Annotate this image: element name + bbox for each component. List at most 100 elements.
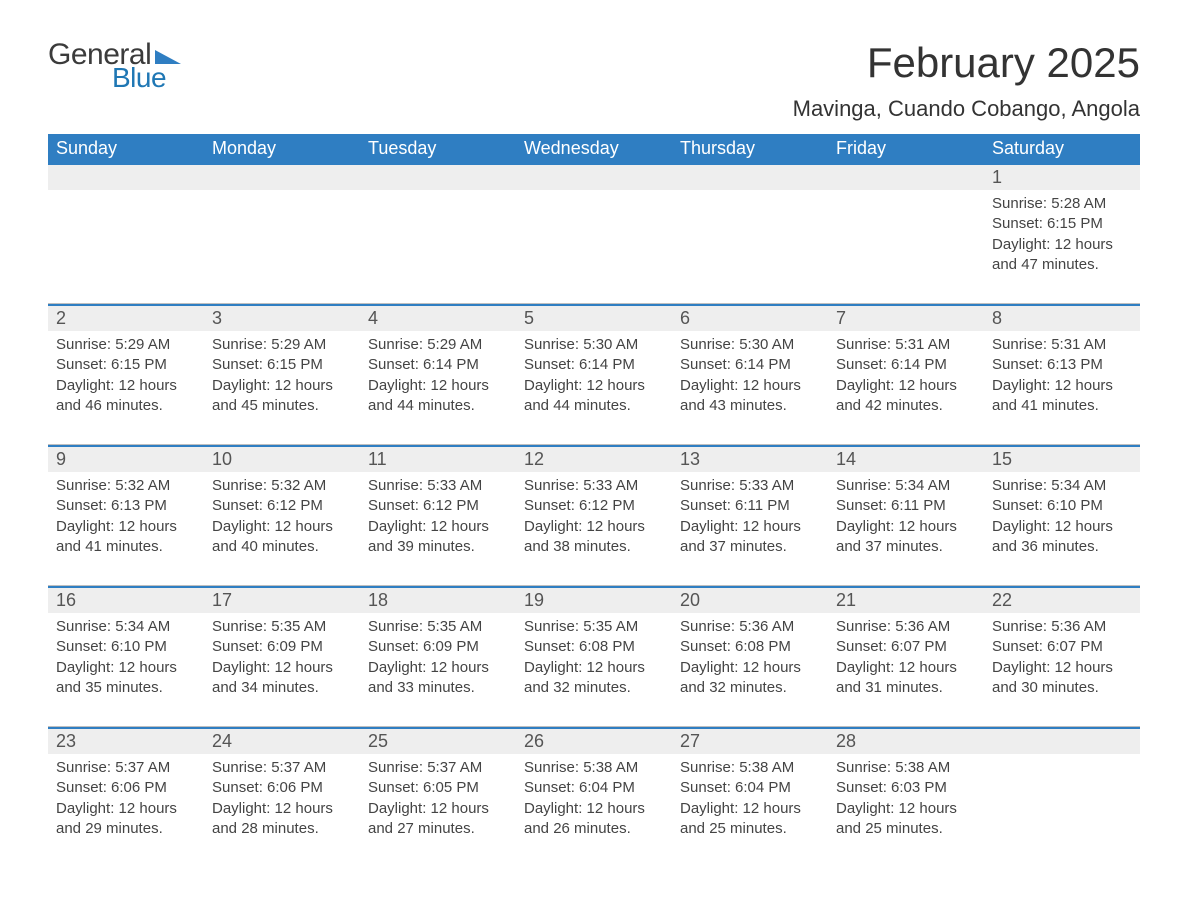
day-detail-line: Daylight: 12 hours — [680, 376, 820, 396]
day-detail-line: Sunrise: 5:29 AM — [212, 335, 352, 355]
day-number: 6 — [672, 306, 828, 331]
day-detail: Sunrise: 5:31 AMSunset: 6:14 PMDaylight:… — [828, 331, 984, 444]
day-detail-line: Sunset: 6:14 PM — [836, 355, 976, 375]
day-detail: Sunrise: 5:38 AMSunset: 6:03 PMDaylight:… — [828, 754, 984, 851]
week-daynum-row: 232425262728 — [48, 727, 1140, 754]
day-number: 13 — [672, 447, 828, 472]
day-detail-line: Daylight: 12 hours — [680, 658, 820, 678]
day-detail-line: Sunrise: 5:38 AM — [836, 758, 976, 778]
day-detail-line: Daylight: 12 hours — [992, 658, 1132, 678]
day-detail-line: Sunrise: 5:35 AM — [368, 617, 508, 637]
day-detail-line: and 26 minutes. — [524, 819, 664, 839]
brand-logo: General Blue — [48, 40, 181, 92]
day-detail-line: Daylight: 12 hours — [56, 517, 196, 537]
weekday-header: Wednesday — [516, 134, 672, 165]
day-detail-line: Daylight: 12 hours — [680, 799, 820, 819]
day-number — [672, 165, 828, 190]
day-number — [516, 165, 672, 190]
day-detail-line: Sunset: 6:15 PM — [56, 355, 196, 375]
day-detail-line: and 37 minutes. — [680, 537, 820, 557]
day-detail: Sunrise: 5:31 AMSunset: 6:13 PMDaylight:… — [984, 331, 1140, 444]
day-detail-line: Sunrise: 5:36 AM — [836, 617, 976, 637]
day-detail: Sunrise: 5:36 AMSunset: 6:08 PMDaylight:… — [672, 613, 828, 726]
day-detail — [984, 754, 1140, 851]
day-detail: Sunrise: 5:29 AMSunset: 6:14 PMDaylight:… — [360, 331, 516, 444]
week-detail-row: Sunrise: 5:29 AM Sunset: 6:15 PM Daylight:… — [48, 331, 1140, 445]
brand-word-blue: Blue — [112, 64, 181, 92]
day-detail-line: Daylight: 12 hours — [836, 658, 976, 678]
day-number: 5 — [516, 306, 672, 331]
day-detail-line: Sunrise: 5:34 AM — [992, 476, 1132, 496]
day-detail: Sunrise: 5:37 AMSunset: 6:06 PMDaylight:… — [204, 754, 360, 851]
day-detail-line: Sunrise: 5:38 AM — [524, 758, 664, 778]
day-detail-line: Sunrise: 5:30 AM — [524, 335, 664, 355]
day-number: 21 — [828, 588, 984, 613]
day-detail-line: Sunset: 6:12 PM — [524, 496, 664, 516]
day-detail-line: and 35 minutes. — [56, 678, 196, 698]
day-detail: Sunrise: 5:35 AMSunset: 6:09 PMDaylight:… — [204, 613, 360, 726]
weekday-header-row: Sunday Monday Tuesday Wednesday Thursday… — [48, 134, 1140, 165]
day-detail-line: Sunset: 6:13 PM — [56, 496, 196, 516]
day-detail-line: Sunset: 6:06 PM — [56, 778, 196, 798]
day-detail-line: Sunset: 6:09 PM — [212, 637, 352, 657]
day-number: 17 — [204, 588, 360, 613]
day-detail-line: Sunset: 6:14 PM — [524, 355, 664, 375]
day-detail-line: Daylight: 12 hours — [368, 799, 508, 819]
day-detail-line: Sunset: 6:09 PM — [368, 637, 508, 657]
day-detail-line: Sunset: 6:04 PM — [680, 778, 820, 798]
day-number — [828, 165, 984, 190]
day-detail: Sunrise: 5:38 AMSunset: 6:04 PMDaylight:… — [516, 754, 672, 851]
day-detail-line: Sunset: 6:11 PM — [836, 496, 976, 516]
day-number: 25 — [360, 729, 516, 754]
day-detail — [360, 190, 516, 303]
day-detail-line: Sunset: 6:12 PM — [212, 496, 352, 516]
day-number: 14 — [828, 447, 984, 472]
week-detail-row: Sunrise: 5:28 AMSunset: 6:15 PMDaylight:… — [48, 190, 1140, 304]
calendar-grid: Sunday Monday Tuesday Wednesday Thursday… — [48, 134, 1140, 851]
day-detail: Sunrise: 5:32 AMSunset: 6:12 PMDaylight:… — [204, 472, 360, 585]
day-detail-line: Daylight: 12 hours — [56, 799, 196, 819]
day-detail-line: Sunrise: 5:34 AM — [56, 617, 196, 637]
day-detail-line: Daylight: 12 hours — [368, 658, 508, 678]
day-number: 20 — [672, 588, 828, 613]
day-detail-line: and 31 minutes. — [836, 678, 976, 698]
day-detail-line: Sunset: 6:07 PM — [836, 637, 976, 657]
day-number: 22 — [984, 588, 1140, 613]
day-detail-line: Sunset: 6:07 PM — [992, 637, 1132, 657]
day-number — [204, 165, 360, 190]
weekday-header: Tuesday — [360, 134, 516, 165]
day-detail-line: Sunrise: 5:32 AM — [56, 476, 196, 496]
day-detail-line: Daylight: 12 hours — [992, 517, 1132, 537]
day-detail-line: Sunset: 6:03 PM — [836, 778, 976, 798]
day-detail-line: Sunrise: 5:34 AM — [836, 476, 976, 496]
title-block: February 2025 Mavinga, Cuando Cobango, A… — [793, 40, 1140, 122]
day-detail-line: and 40 minutes. — [212, 537, 352, 557]
day-number — [48, 165, 204, 190]
day-detail-line: Sunset: 6:11 PM — [680, 496, 820, 516]
day-detail: Sunrise: 5:32 AMSunset: 6:13 PMDaylight:… — [48, 472, 204, 585]
day-number: 8 — [984, 306, 1140, 331]
day-detail-line: Sunset: 6:04 PM — [524, 778, 664, 798]
day-number — [984, 729, 1140, 754]
calendar-page: General Blue February 2025 Mavinga, Cuan… — [0, 0, 1188, 899]
day-number — [360, 165, 516, 190]
day-detail: Sunrise: 5:30 AMSunset: 6:14 PMDaylight:… — [516, 331, 672, 444]
weekday-header: Monday — [204, 134, 360, 165]
day-number: 7 — [828, 306, 984, 331]
day-detail-line: Sunset: 6:13 PM — [992, 355, 1132, 375]
day-detail — [48, 190, 204, 303]
day-detail-line: Sunrise: 5:36 AM — [680, 617, 820, 637]
day-detail-line: and 46 minutes. — [56, 396, 196, 416]
day-detail: Sunrise: 5:38 AMSunset: 6:04 PMDaylight:… — [672, 754, 828, 851]
day-detail: Sunrise: 5:34 AMSunset: 6:10 PMDaylight:… — [984, 472, 1140, 585]
day-number: 2 — [48, 306, 204, 331]
day-detail: Sunrise: 5:28 AMSunset: 6:15 PMDaylight:… — [984, 190, 1140, 303]
day-detail-line: and 45 minutes. — [212, 396, 352, 416]
day-detail-line: Sunrise: 5:35 AM — [212, 617, 352, 637]
weekday-header: Friday — [828, 134, 984, 165]
day-number: 1 — [984, 165, 1140, 190]
week-detail-row: Sunrise: 5:37 AMSunset: 6:06 PMDaylight:… — [48, 754, 1140, 851]
day-detail-line: and 44 minutes. — [368, 396, 508, 416]
day-detail-line: and 32 minutes. — [680, 678, 820, 698]
day-detail-line: Sunrise: 5:36 AM — [992, 617, 1132, 637]
